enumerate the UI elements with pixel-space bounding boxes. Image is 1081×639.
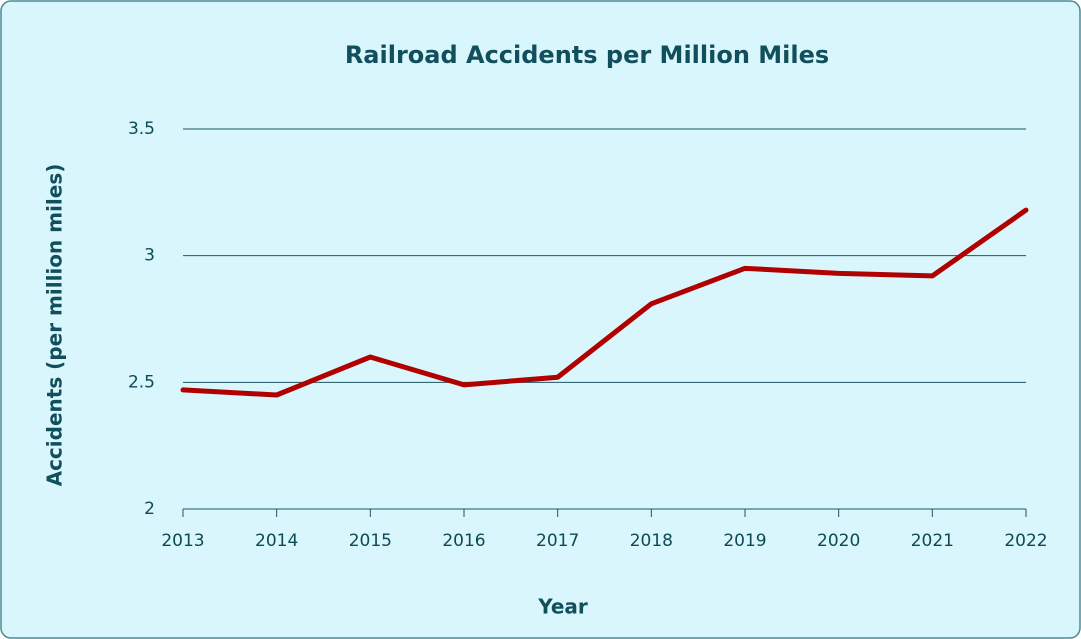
x-tick-label: 2022	[1004, 531, 1047, 551]
x-tick-label: 2018	[630, 531, 673, 551]
y-tick-label: 3	[144, 246, 155, 266]
x-tick-label: 2020	[817, 531, 860, 551]
x-tick-label: 2013	[161, 531, 204, 551]
chart-title: Railroad Accidents per Million Miles	[345, 41, 829, 69]
data-line	[180, 207, 1029, 398]
y-tick-label: 2	[144, 499, 155, 519]
y-axis-title: Accidents (per million miles)	[43, 164, 67, 487]
y-tick-label: 2.5	[128, 372, 155, 392]
y-tick-label: 3.5	[128, 119, 155, 139]
x-axis-title: Year	[537, 595, 588, 619]
x-tick-label: 2014	[255, 531, 298, 551]
x-tick-label: 2021	[911, 531, 954, 551]
x-tick-label: 2015	[349, 531, 392, 551]
x-tick-label: 2019	[723, 531, 766, 551]
x-tick-label: 2016	[442, 531, 485, 551]
x-tick-label: 2017	[536, 531, 579, 551]
